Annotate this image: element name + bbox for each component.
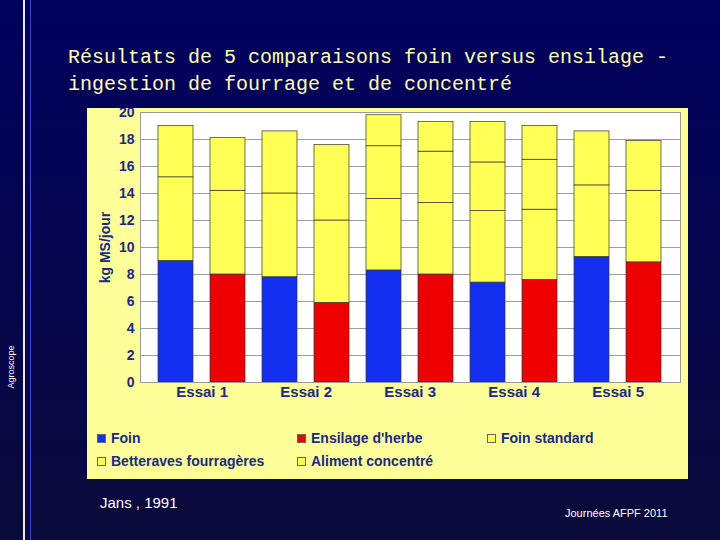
html-text:Agroscope: Agroscope bbox=[6, 345, 16, 389]
svg-text:16: 16 bbox=[119, 158, 135, 174]
html-text:Journées AFPF 2011: Journées AFPF 2011 bbox=[565, 507, 668, 519]
svg-text:20: 20 bbox=[119, 108, 135, 120]
html-text:Résultats de 5 comparaisons fo: Résultats de 5 comparaisons foin versus … bbox=[68, 46, 669, 96]
svg-text:6: 6 bbox=[127, 293, 135, 309]
svg-text:12: 12 bbox=[119, 212, 135, 228]
svg-text:4: 4 bbox=[127, 320, 135, 336]
html-text:Ensilage d'herbe: Ensilage d'herbe bbox=[311, 430, 423, 446]
html-text:Foin: Foin bbox=[111, 430, 141, 446]
svg-text:kg MS/jour: kg MS/jour bbox=[97, 211, 113, 283]
svg-text:14: 14 bbox=[119, 185, 135, 201]
svg-text:Essai 5: Essai 5 bbox=[592, 383, 644, 400]
svg-text:2: 2 bbox=[127, 347, 135, 363]
svg-text:Essai 3: Essai 3 bbox=[384, 383, 436, 400]
svg-text:Essai 1: Essai 1 bbox=[176, 383, 228, 400]
svg-text:0: 0 bbox=[127, 374, 135, 390]
html-text:Foin standard: Foin standard bbox=[501, 430, 594, 446]
html-text:Jans , 1991: Jans , 1991 bbox=[100, 494, 178, 511]
html-text:Aliment concentré: Aliment concentré bbox=[311, 453, 434, 469]
svg-text:Essai 2: Essai 2 bbox=[280, 383, 332, 400]
html-text:Betteraves fourragères: Betteraves fourragères bbox=[111, 453, 265, 469]
svg-text:10: 10 bbox=[119, 239, 135, 255]
svg-text:18: 18 bbox=[119, 131, 135, 147]
svg-text:Essai 4: Essai 4 bbox=[488, 383, 540, 400]
svg-text:8: 8 bbox=[127, 266, 135, 282]
